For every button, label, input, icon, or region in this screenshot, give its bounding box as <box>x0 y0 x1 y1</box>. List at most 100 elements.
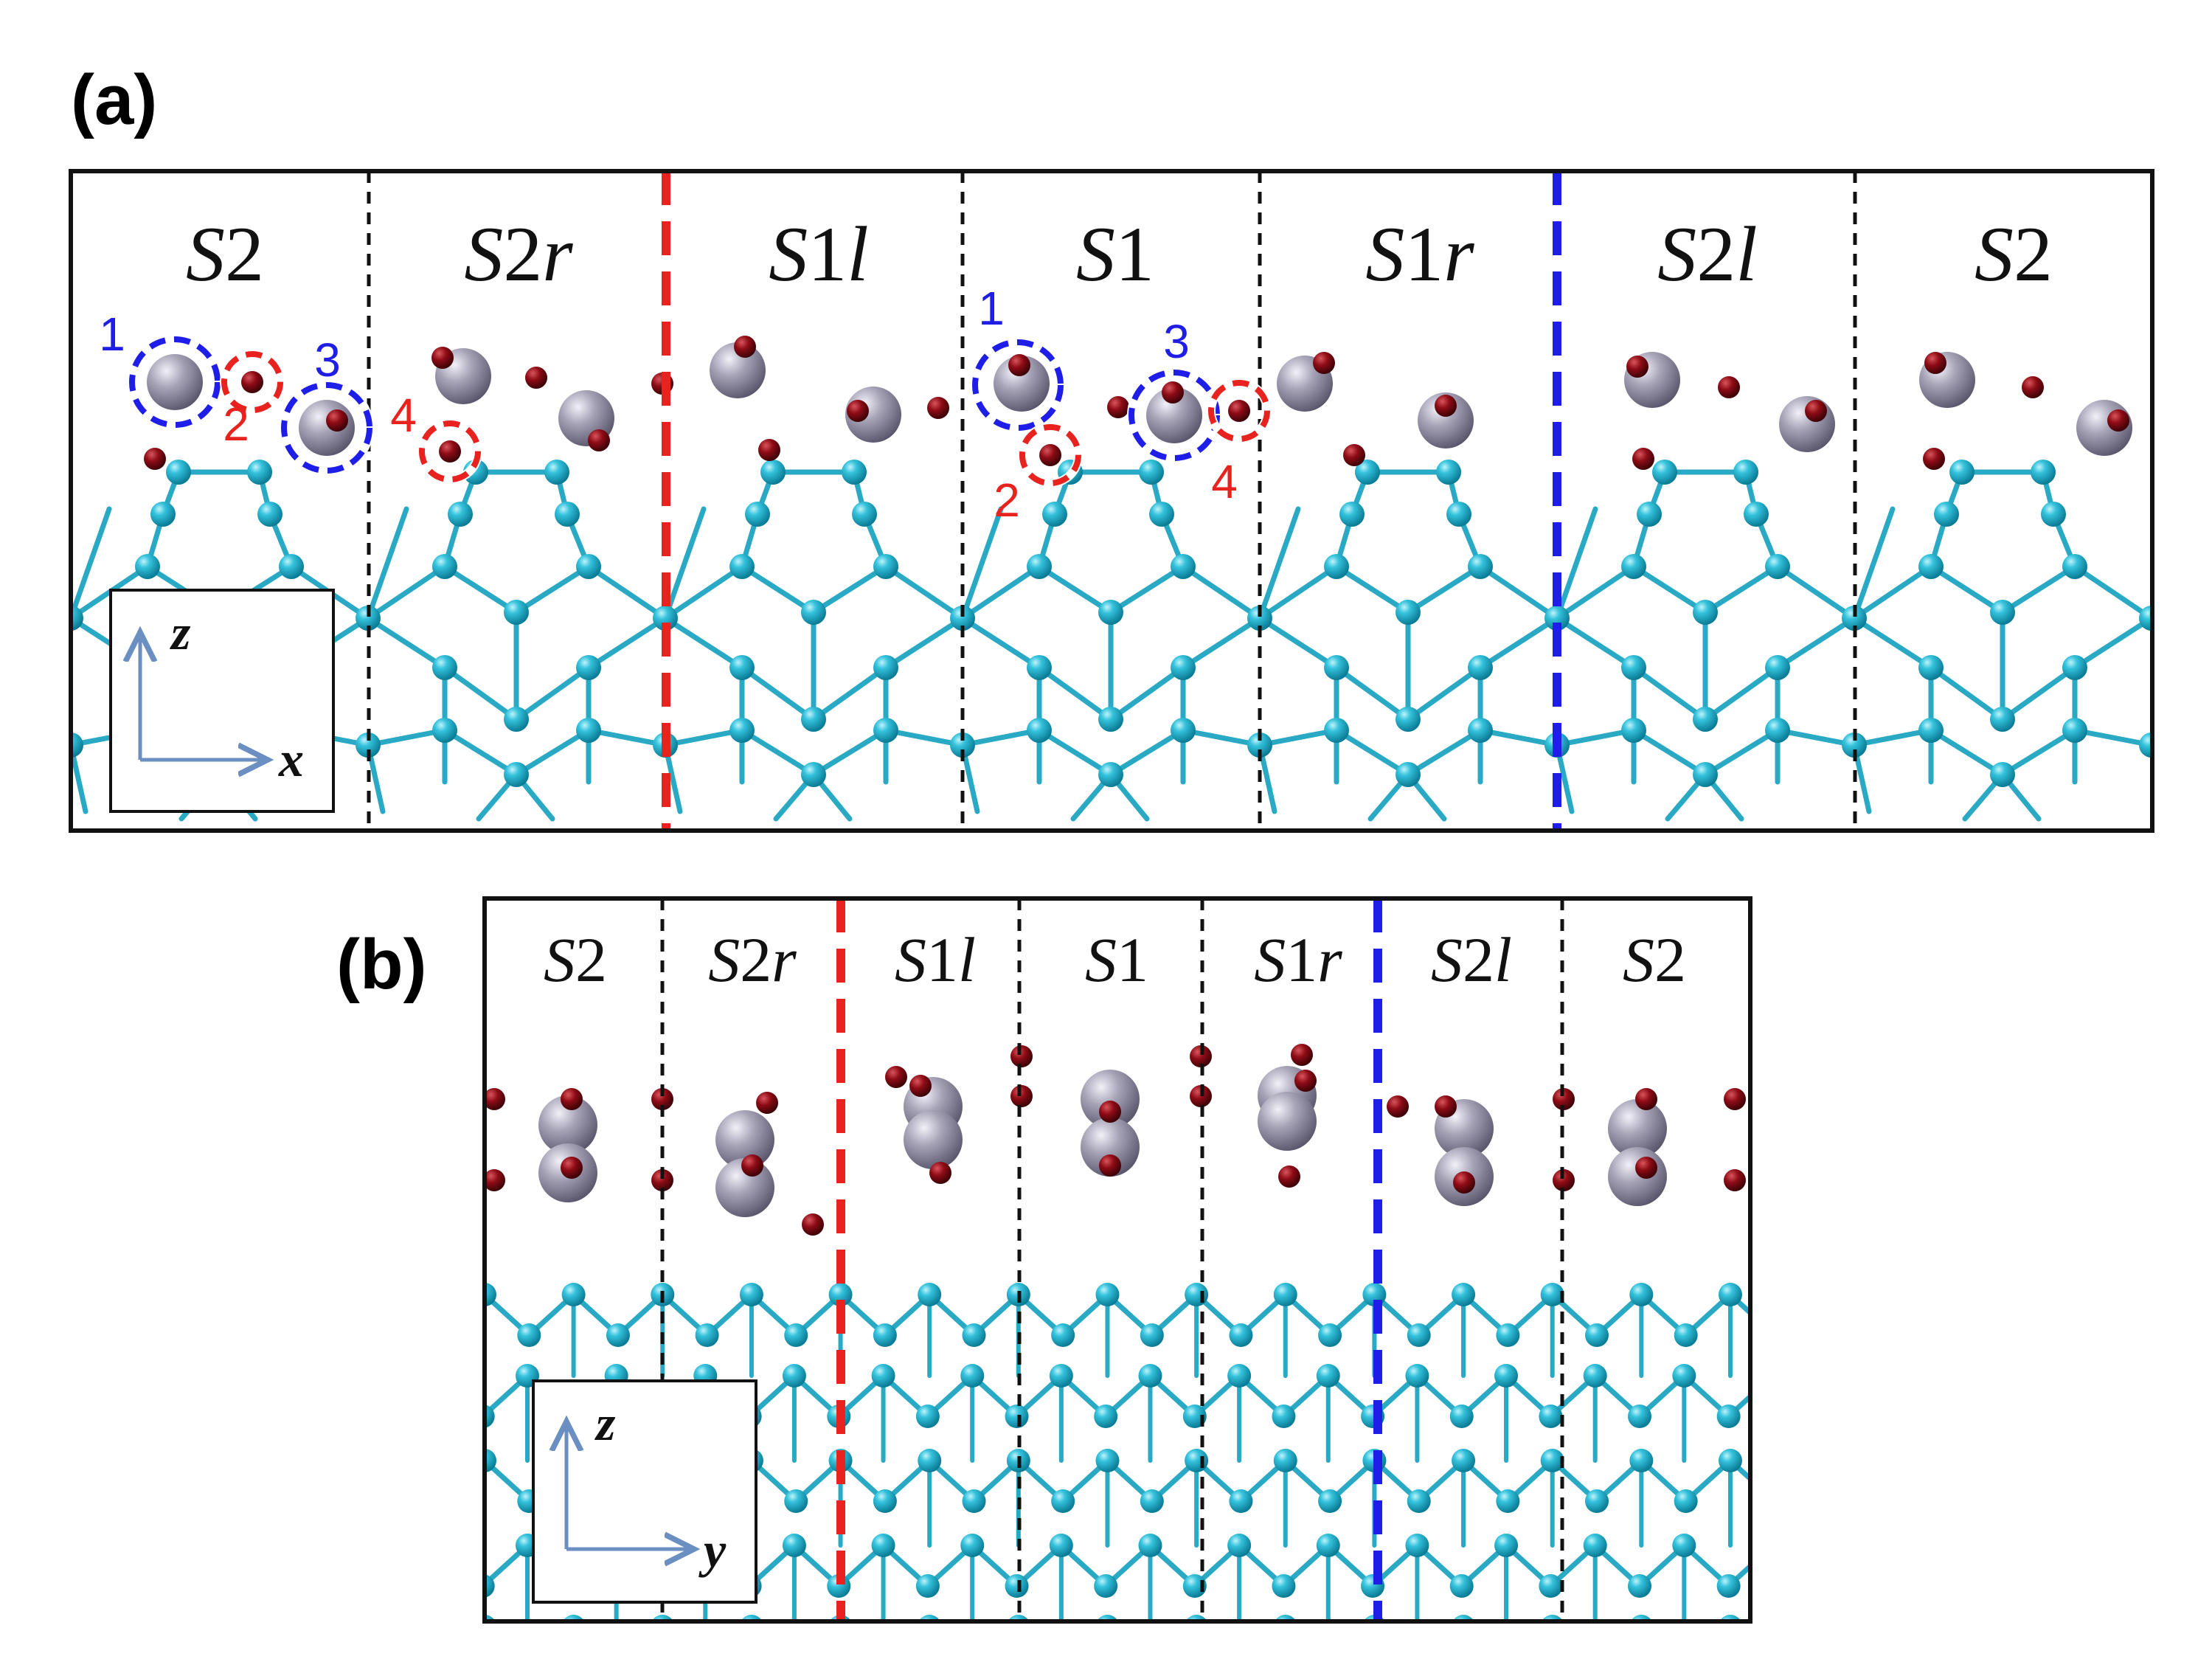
bond <box>586 615 668 671</box>
lattice-atom <box>1540 1283 1564 1306</box>
lattice-atom <box>1316 1534 1340 1557</box>
bond <box>1862 1376 1907 1416</box>
region-number: 2 <box>740 924 772 995</box>
region-base: S <box>544 924 575 995</box>
bond <box>1036 665 1114 722</box>
bond <box>1108 727 1186 777</box>
bond <box>1686 1627 1730 1659</box>
lattice-atom <box>1027 655 1052 680</box>
panel-a-label: (a) <box>71 60 157 139</box>
lattice-atom <box>1247 606 1272 631</box>
lattice-atom <box>1324 554 1349 579</box>
lattice-atom <box>1318 1489 1342 1513</box>
bond <box>883 564 965 621</box>
lattice-atom <box>1763 1323 1786 1347</box>
lattice-atom <box>1149 502 1174 527</box>
lattice-atom <box>1395 707 1421 732</box>
bond <box>960 615 1042 671</box>
small-atom <box>485 1169 505 1191</box>
region-number: 2 <box>503 211 542 297</box>
lattice-atom <box>729 655 755 680</box>
small-atom <box>431 347 454 369</box>
lattice-atom <box>0 718 7 743</box>
panel-a-axis-z: z <box>170 604 191 660</box>
region-suffix: l <box>958 924 976 995</box>
lattice-atom <box>1990 707 2015 732</box>
large-atom <box>299 400 355 456</box>
small-atom <box>525 367 547 389</box>
bond <box>1928 727 2005 777</box>
lattice-atom <box>2139 732 2152 758</box>
lattice-atom <box>1227 1364 1252 1388</box>
lattice-atom <box>576 554 601 579</box>
lattice-atom <box>1185 1449 1209 1472</box>
panel-b-region-label: S1l <box>895 924 976 995</box>
bond <box>1775 727 1857 748</box>
bond <box>1334 665 1411 722</box>
lattice-atom <box>1051 1489 1075 1513</box>
bond <box>442 564 519 615</box>
region-number: 1 <box>1117 924 1148 995</box>
lattice-atom <box>1934 502 1959 527</box>
lattice-atom <box>1652 460 1677 485</box>
lattice-atom <box>1227 1534 1252 1557</box>
bond <box>485 1627 529 1659</box>
site-number: 3 <box>1163 315 1190 368</box>
lattice-atom <box>1185 1615 1207 1621</box>
large-atom <box>538 1095 597 1154</box>
region-base: S <box>895 924 926 995</box>
bond <box>811 564 889 615</box>
lattice-atom <box>544 460 569 485</box>
region-suffix: r <box>1317 924 1342 995</box>
lattice-atom <box>801 762 826 787</box>
lattice-atom <box>1098 600 1123 625</box>
site-ring <box>129 336 221 428</box>
region-suffix: r <box>1443 211 1474 297</box>
lattice-atom <box>1452 1283 1476 1306</box>
bond <box>1405 564 1483 615</box>
large-atom <box>1081 1070 1140 1129</box>
lattice-atom <box>1621 554 1646 579</box>
site-ring <box>281 382 372 474</box>
lattice-atom <box>1405 1364 1429 1388</box>
lattice-atom <box>384 1615 407 1638</box>
bond <box>1851 615 1934 671</box>
region-base: S <box>464 211 503 297</box>
lattice-atom <box>2062 655 2087 680</box>
bond <box>752 1627 796 1659</box>
small-atom <box>241 371 263 393</box>
lattice-atom <box>2062 718 2087 743</box>
lattice-atom <box>555 502 580 527</box>
lattice-atom <box>1895 1405 1918 1428</box>
bond <box>1597 1627 1641 1659</box>
lattice-atom <box>1895 1574 1918 1598</box>
bond <box>1631 665 1708 722</box>
lattice-atom <box>1761 1364 1785 1388</box>
panel-b-region-label: S1r <box>1254 924 1342 995</box>
bond <box>1775 615 1857 671</box>
bond <box>1773 1545 1817 1586</box>
lattice-atom <box>429 1489 452 1513</box>
small-atom <box>1435 1095 1457 1118</box>
small-atom <box>1099 1154 1121 1177</box>
bond <box>1953 1461 1997 1501</box>
bond <box>1554 564 1637 621</box>
lattice-atom <box>1275 1615 1297 1621</box>
lattice-atom <box>962 1489 986 1513</box>
bond <box>1820 1627 1864 1659</box>
bond <box>1554 727 1637 748</box>
bond <box>1864 1461 1908 1501</box>
lattice-atom <box>576 655 601 680</box>
small-atom <box>1635 1088 1657 1110</box>
small-atom <box>1435 395 1457 417</box>
lattice-atom <box>1140 1489 1164 1513</box>
lattice-atom <box>1098 762 1123 787</box>
site-number: 2 <box>223 398 249 451</box>
lattice-atom <box>1097 1615 1118 1621</box>
lattice-atom <box>1139 460 1164 485</box>
bond <box>2000 665 2078 722</box>
bond <box>1019 1627 1063 1659</box>
panel-b-axis-z: z <box>594 1395 616 1451</box>
bond <box>1864 1627 1908 1659</box>
